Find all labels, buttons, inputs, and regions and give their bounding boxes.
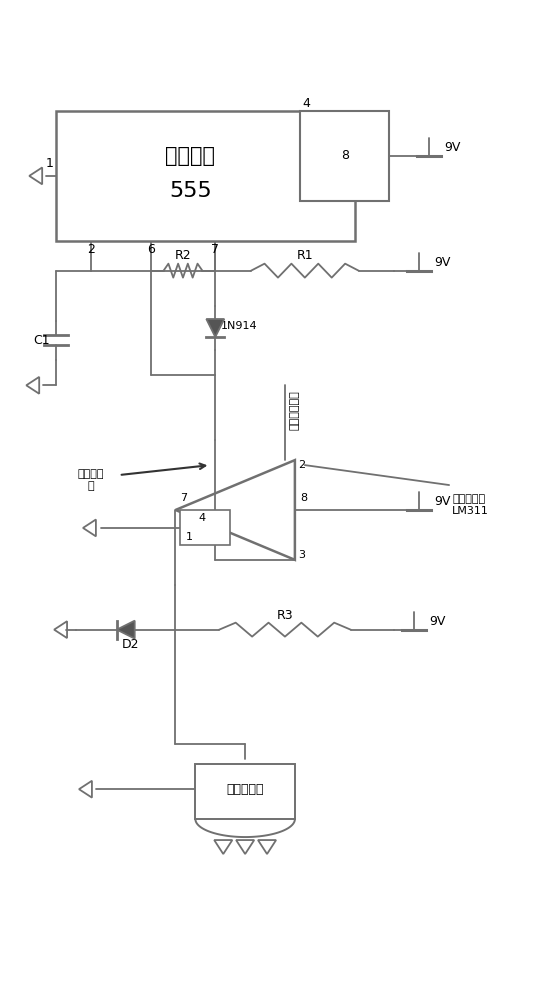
Text: 8: 8 [300,493,307,503]
Text: C1: C1 [33,334,50,347]
Text: 激光发射管: 激光发射管 [227,783,264,796]
Text: R2: R2 [175,249,191,262]
Text: 3: 3 [298,550,305,560]
Text: 9V: 9V [444,141,460,154]
Text: R3: R3 [277,609,293,622]
Text: 音频信号输入: 音频信号输入 [290,390,300,430]
Bar [300,111,389,201]
Bar [195,764,295,819]
Text: 电压比较器
LM311: 电压比较器 LM311 [452,494,489,516]
Text: 8: 8 [341,149,349,162]
Text: 6: 6 [147,243,155,256]
Text: R1: R1 [296,249,313,262]
Bar [56,111,354,241]
Text: 7: 7 [181,493,188,503]
Text: 9V: 9V [434,495,450,508]
Text: 4: 4 [303,97,311,110]
Text: 7: 7 [211,243,219,256]
Polygon shape [117,621,135,639]
Text: 1: 1 [45,157,53,170]
Text: 三角波输
入: 三角波输 入 [78,469,104,491]
Text: 1N914: 1N914 [221,321,258,331]
Text: 9V: 9V [434,256,450,269]
Text: 2: 2 [87,243,95,256]
Text: 9V: 9V [429,615,446,628]
Text: 4: 4 [199,513,206,523]
Text: D2: D2 [122,638,139,651]
Text: 1: 1 [186,532,192,542]
Text: 振荡发生: 振荡发生 [165,146,216,166]
Polygon shape [206,319,224,337]
Bar [181,510,230,545]
Text: 2: 2 [298,460,305,470]
Text: 555: 555 [169,181,212,201]
